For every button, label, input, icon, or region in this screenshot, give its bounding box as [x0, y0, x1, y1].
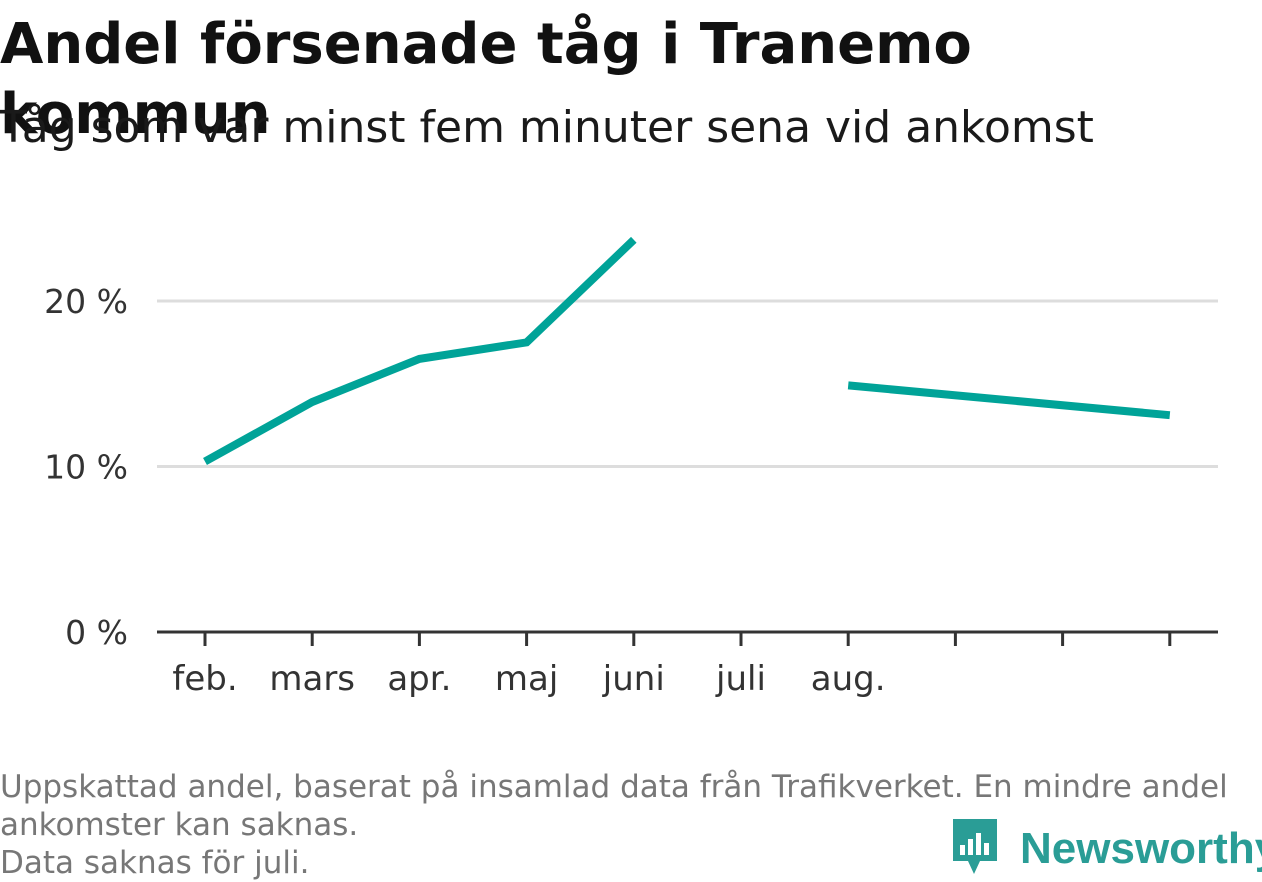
- footnote-missing-data: Data saknas för juli.: [0, 845, 310, 881]
- x-axis-labels: feb. mars apr. maj juni juli aug.: [172, 659, 885, 699]
- brand-name: Newsworthy: [1020, 824, 1262, 873]
- newsworthy-logo: Newsworthy: [950, 818, 1262, 880]
- x-tick-label: juni: [602, 659, 665, 699]
- x-tick-label: mars: [269, 659, 355, 699]
- x-tick-label: juli: [715, 659, 766, 699]
- x-tick-label: feb.: [172, 659, 237, 699]
- series-line-segment: [847, 381, 1171, 420]
- chart-subtitle: Tåg som var minst fem minuter sena vid a…: [0, 102, 1094, 153]
- y-tick-label: 20 %: [44, 282, 128, 321]
- x-tick-label: maj: [495, 659, 558, 699]
- footnote-source: Uppskattad andel, baserat på insamlad da…: [0, 769, 1228, 843]
- bar-chart-speech-bubble-icon: [950, 817, 1000, 881]
- y-tick-label: 0 %: [65, 613, 128, 652]
- chart-title: Andel försenade tåg i Tranemo kommun: [0, 12, 972, 147]
- footnote: Uppskattad andel, baserat på insamlad da…: [0, 768, 1250, 882]
- series-line-segment: [203, 236, 637, 465]
- series-lines: [203, 236, 1171, 465]
- y-tick-label: 10 %: [44, 448, 128, 487]
- gridlines: [157, 299, 1218, 468]
- y-axis-labels: 0 % 10 % 20 %: [44, 282, 128, 652]
- x-axis: [157, 630, 1218, 646]
- x-tick-label: apr.: [387, 659, 451, 699]
- x-tick-label: aug.: [811, 659, 886, 699]
